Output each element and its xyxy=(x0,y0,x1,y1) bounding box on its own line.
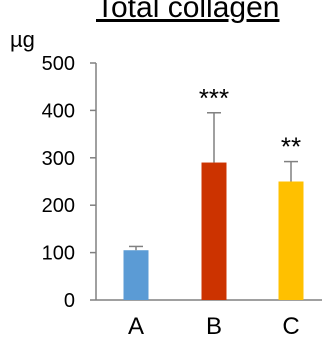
x-axis-category-labels: A B C xyxy=(128,313,300,340)
significance-label: *** xyxy=(199,83,229,113)
significance-label: ** xyxy=(281,132,301,162)
y-tick-label: 200 xyxy=(42,195,75,217)
y-tick-label: 300 xyxy=(42,148,75,170)
bar-C xyxy=(278,181,304,300)
chart-title: Total collagen xyxy=(96,0,279,24)
bars-group: ***** xyxy=(123,83,304,300)
y-axis-ticks: 0 100 200 300 400 500 xyxy=(42,53,96,312)
y-tick-label: 500 xyxy=(42,53,75,75)
bar-B xyxy=(201,162,227,300)
y-axis-unit-label: µg xyxy=(10,27,35,52)
y-tick-label: 400 xyxy=(42,100,75,122)
category-label: A xyxy=(128,313,144,340)
y-tick-label: 0 xyxy=(64,290,75,312)
category-label: C xyxy=(282,313,299,340)
bar-A xyxy=(123,250,149,300)
category-label: B xyxy=(206,313,222,340)
y-tick-label: 100 xyxy=(42,243,75,265)
